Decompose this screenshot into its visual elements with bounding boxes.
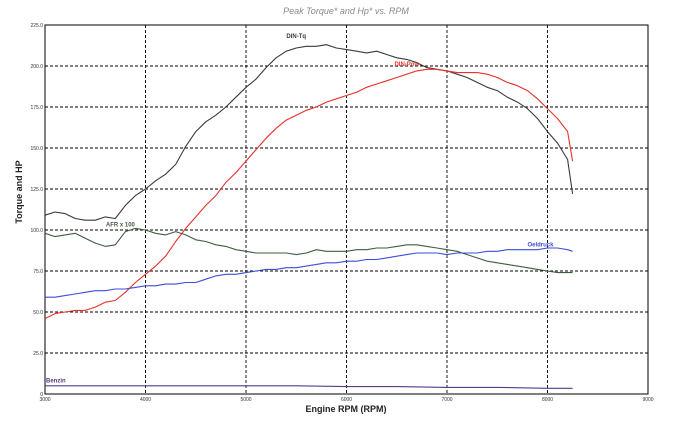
grid-layer — [45, 25, 648, 394]
series-label-benzin: Benzin — [46, 379, 66, 385]
plot-frame — [44, 24, 649, 395]
x-tick-label: 3000 — [39, 397, 50, 403]
ticks-layer: 3000 4000 5000 6000 7000 8000 9000 0 25.0 50.0 75.… — [30, 23, 653, 403]
y-tick-label: 175.0 — [30, 105, 43, 111]
series-line-benzin — [45, 385, 573, 389]
series-label-oeldruck: Oeldruck — [527, 242, 554, 248]
y-axis-label: Torque and HP — [14, 160, 24, 223]
y-tick-label: 200.0 — [30, 64, 43, 70]
series-label-din-pow: DIN-Pow — [394, 62, 419, 68]
x-axis-label: Engine RPM (RPM) — [306, 404, 387, 414]
series-label-din-tq: DIN-Tq — [286, 34, 306, 40]
series-layer — [44, 44, 574, 389]
series-line-oeldruck — [45, 247, 573, 298]
y-tick-label: 100.0 — [30, 228, 43, 234]
y-tick-label: 225.0 — [30, 23, 43, 29]
chart-title: Peak Torque* and Hp* vs. RPM — [283, 6, 409, 16]
x-tick-label: 5000 — [240, 397, 251, 403]
y-tick-label: 150.0 — [30, 146, 43, 152]
series-label-afr-x-100: AFR x 100 — [106, 223, 136, 229]
series-labels-layer: DIN-Tq DIN-Pow AFR x 100 Oeldruck Benzin — [46, 34, 554, 384]
y-tick-label: 0 — [40, 392, 43, 398]
y-tick-label: 50.0 — [33, 310, 43, 316]
y-tick-label: 25.0 — [33, 351, 43, 357]
y-tick-label: 125.0 — [30, 187, 43, 193]
y-tick-label: 75.0 — [33, 269, 43, 275]
x-tick-label: 4000 — [140, 397, 151, 403]
x-tick-label: 9000 — [642, 397, 653, 403]
x-tick-label: 8000 — [542, 397, 553, 403]
series-line-din-pow — [44, 68, 574, 320]
series-line-din-tq — [44, 44, 574, 221]
x-tick-label: 6000 — [341, 397, 352, 403]
series-line-afr-x-100 — [44, 227, 573, 274]
x-tick-label: 7000 — [441, 397, 452, 403]
